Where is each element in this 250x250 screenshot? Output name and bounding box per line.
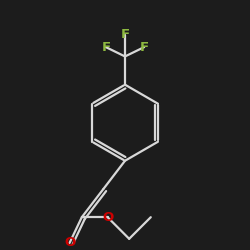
Text: F: F bbox=[140, 40, 149, 54]
Text: O: O bbox=[64, 236, 75, 250]
Text: O: O bbox=[102, 211, 113, 224]
Text: F: F bbox=[120, 28, 130, 41]
Text: F: F bbox=[101, 40, 110, 54]
